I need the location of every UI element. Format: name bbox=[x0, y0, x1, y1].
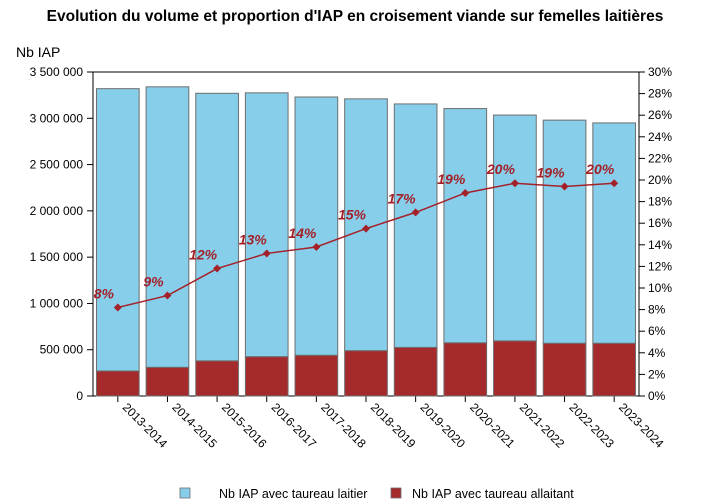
y-right-tick-label: 12% bbox=[648, 259, 672, 273]
bar-laitier bbox=[393, 103, 438, 348]
bar-laitier bbox=[244, 92, 289, 358]
y-right-tick-label: 8% bbox=[648, 303, 666, 317]
y-left-tick-label: 2 000 000 bbox=[30, 204, 84, 218]
legend-swatch-laitier bbox=[179, 487, 191, 499]
y-right-tick-label: 16% bbox=[648, 216, 672, 230]
y-left-tick-label: 3 000 000 bbox=[30, 111, 84, 125]
bar-laitier bbox=[145, 86, 190, 368]
proportion-label: 19% bbox=[537, 164, 566, 180]
y-right-tick-label: 20% bbox=[648, 173, 672, 187]
bar-allaitant bbox=[244, 356, 289, 397]
chart-title: Evolution du volume et proportion d'IAP … bbox=[46, 8, 664, 25]
y-right-tick-label: 30% bbox=[648, 65, 672, 79]
x-tick-label: 2023-2024 bbox=[616, 400, 667, 451]
y-right-tick-label: 14% bbox=[648, 238, 672, 252]
proportion-marker bbox=[362, 224, 370, 233]
bar-laitier bbox=[95, 88, 140, 372]
bar-laitier bbox=[443, 108, 488, 344]
bar-allaitant bbox=[443, 342, 488, 397]
x-tick-label: 2013-2014 bbox=[120, 400, 171, 451]
x-tick-label: 2015-2016 bbox=[219, 400, 270, 451]
bar-allaitant bbox=[493, 340, 537, 397]
proportion-marker bbox=[461, 188, 470, 197]
proportion-label: 12% bbox=[189, 247, 218, 263]
bar-laitier bbox=[294, 96, 339, 356]
bar-allaitant bbox=[393, 346, 438, 397]
proportion-marker bbox=[163, 291, 172, 300]
bar-laitier bbox=[493, 114, 537, 342]
y-right-tick-label: 24% bbox=[648, 130, 672, 144]
proportion-marker bbox=[560, 182, 569, 191]
proportion-label: 9% bbox=[143, 274, 164, 290]
y-right-tick-label: 2% bbox=[648, 367, 666, 381]
proportion-label: 15% bbox=[338, 207, 367, 223]
proportion-label: 20% bbox=[585, 161, 615, 177]
bar-allaitant bbox=[294, 354, 339, 397]
proportion-marker bbox=[610, 179, 619, 188]
y-right-tick-label: 0% bbox=[648, 389, 666, 403]
bar-laitier bbox=[542, 119, 587, 344]
y-right-tick-label: 4% bbox=[648, 346, 666, 360]
bar-laitier bbox=[195, 92, 239, 362]
proportion-label: 20% bbox=[486, 161, 516, 177]
y-left-axis: 0 500 000 1 000 000 1 500 000 2 000 000 2 500… bbox=[30, 65, 93, 403]
y-left-tick-label: 2 500 000 bbox=[30, 158, 84, 172]
proportion-marker bbox=[213, 264, 222, 273]
bar-allaitant bbox=[145, 366, 190, 397]
y-axis-label: Nb IAP bbox=[16, 44, 61, 60]
x-tick-label: 2019-2020 bbox=[418, 400, 469, 451]
y-left-tick-label: 0 bbox=[76, 389, 83, 403]
y-right-tick-label: 18% bbox=[648, 195, 672, 209]
x-tick-label: 2022-2023 bbox=[566, 400, 617, 451]
bar-allaitant bbox=[95, 370, 140, 397]
bars bbox=[95, 86, 637, 397]
proportion-label: 13% bbox=[239, 231, 268, 247]
y-left-tick-label: 1 500 000 bbox=[30, 250, 84, 264]
proportion-marker bbox=[510, 179, 519, 188]
y-left-tick-label: 3 500 000 bbox=[30, 65, 84, 79]
x-tick-label: 2017-2018 bbox=[318, 400, 369, 451]
bar-allaitant bbox=[195, 360, 239, 397]
y-left-tick-label: 500 000 bbox=[40, 343, 84, 357]
proportion-label: 8% bbox=[94, 285, 115, 301]
proportion-label: 14% bbox=[288, 225, 317, 241]
x-tick-label: 2016-2017 bbox=[269, 400, 320, 451]
proportion-marker bbox=[262, 249, 271, 258]
legend-label-laitier: Nb IAP avec taureau laitier bbox=[219, 487, 367, 501]
y-right-tick-label: 26% bbox=[648, 108, 672, 122]
bar-allaitant bbox=[592, 342, 637, 397]
legend-swatch-allaitant bbox=[390, 487, 402, 499]
x-axis: 2013-2014 2014-2015 2015-2016 2016-2017 2017… bbox=[117, 396, 667, 451]
x-tick-label: 2020-2021 bbox=[467, 400, 518, 451]
x-tick-label: 2021-2022 bbox=[517, 400, 568, 451]
legend-label-allaitant: Nb IAP avec taureau allaitant bbox=[412, 487, 574, 501]
y-right-tick-label: 28% bbox=[648, 87, 672, 101]
proportion-marker bbox=[312, 242, 321, 251]
proportion-line: 8% 9% 12% 13% 14% 15% 17% 19% 20% 19% 20% bbox=[94, 161, 619, 312]
bar-allaitant bbox=[542, 342, 587, 397]
proportion-label: 17% bbox=[388, 190, 417, 206]
proportion-marker bbox=[113, 303, 122, 312]
y-right-tick-label: 6% bbox=[648, 324, 666, 338]
legend: Nb IAP avec taureau laitier Nb IAP avec t… bbox=[179, 487, 574, 501]
x-tick-label: 2014-2015 bbox=[169, 400, 220, 451]
y-left-tick-label: 1 000 000 bbox=[30, 296, 84, 310]
x-tick-label: 2018-2019 bbox=[368, 400, 419, 451]
y-right-tick-label: 22% bbox=[648, 151, 672, 165]
y-right-axis: 0% 2% 4% 6% 8% 10% 12% 14% 16% 18% 20% 22% 24% 26% 28%… bbox=[639, 65, 672, 403]
y-right-tick-label: 10% bbox=[648, 281, 672, 295]
proportion-marker bbox=[411, 208, 420, 217]
bar-laitier bbox=[592, 122, 637, 344]
bar-allaitant bbox=[344, 350, 388, 397]
proportion-label: 19% bbox=[437, 171, 466, 187]
